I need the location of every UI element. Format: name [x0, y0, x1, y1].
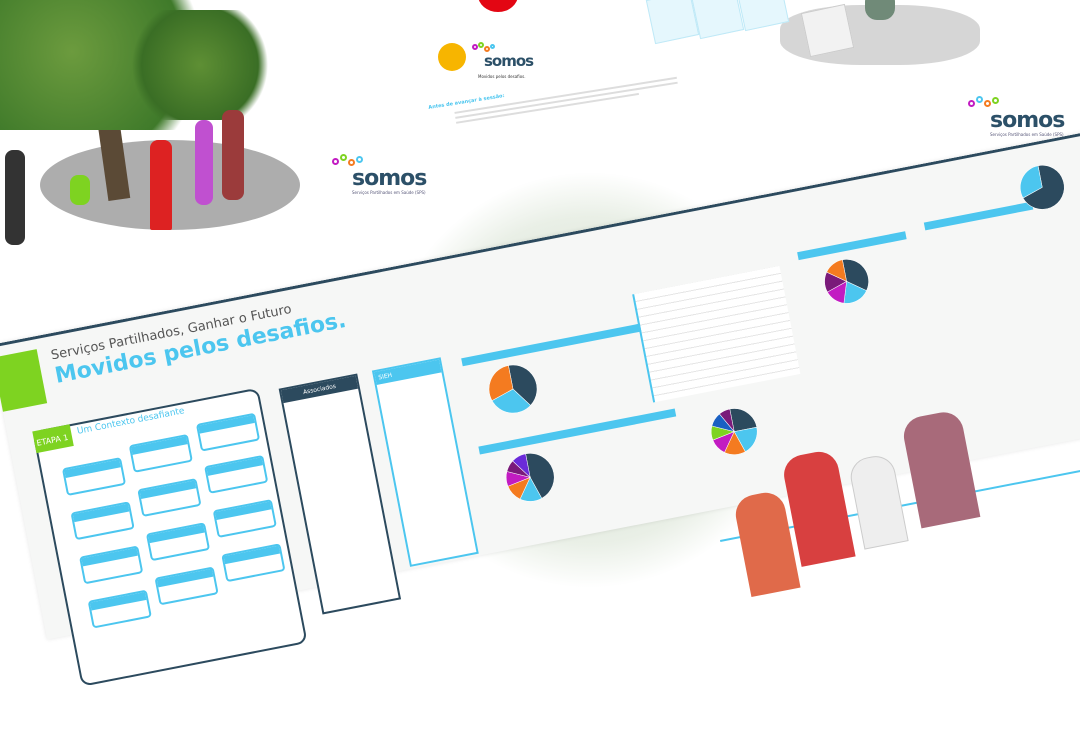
pie-slice [508, 364, 538, 406]
tree-people-illustration [0, 0, 300, 260]
red-circle-decoration [478, 0, 518, 12]
caption: Movidos pelos desafios. [478, 74, 526, 79]
pie-chart-3 [710, 408, 758, 455]
brand-logo-small: somos [472, 42, 534, 69]
brand-logo-large: somos Serviços Partilhados em Saúde (SPS… [968, 96, 1065, 137]
org-diagram [640, 0, 980, 80]
yellow-badge [438, 43, 466, 71]
pie-slice [729, 408, 758, 432]
pie-slice [842, 259, 869, 292]
pie-slice [491, 388, 531, 414]
main-poster: Serviços Partilhados, Ganhar o Futuro Mo… [0, 117, 1080, 687]
pie-chart-4 [824, 259, 869, 304]
brand-logo-medium: somos Serviços Partilhados em Saúde (SPS… [332, 154, 427, 195]
pie-slice [826, 259, 847, 282]
pie-slice [488, 365, 514, 401]
stage-title: Um Contexto desafiante [76, 406, 186, 437]
stage-label: ETAPA 1 [32, 424, 74, 454]
data-table [632, 265, 801, 403]
people-sheet [720, 408, 1080, 736]
pie-slice [1019, 165, 1043, 199]
pie-chart-2 [505, 453, 555, 502]
pie-chart-1 [488, 364, 538, 414]
pie-slice [1022, 165, 1065, 210]
pie-slice [719, 408, 735, 432]
stage-panel: ETAPA 1 Um Contexto desafiante [32, 387, 308, 687]
pie-slice [512, 453, 531, 479]
pie-chart-5 [1019, 165, 1065, 210]
pie-slice [525, 453, 555, 499]
tree-logo-square [0, 349, 48, 412]
